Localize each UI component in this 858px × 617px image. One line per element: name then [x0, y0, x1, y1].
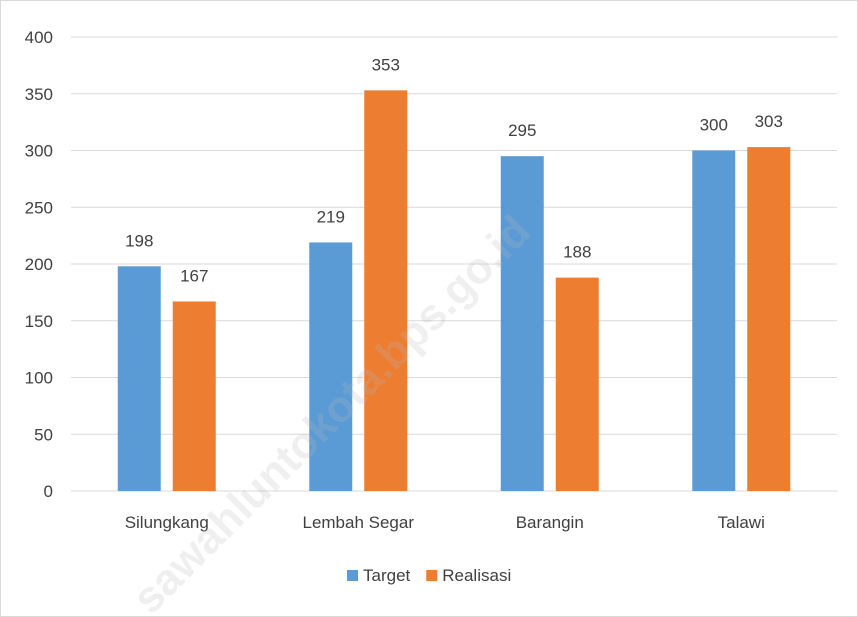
bar-target-silungkang — [117, 266, 161, 491]
y-axis-ticks: 0 50 100 150 200 250 300 350 400 — [25, 28, 53, 501]
y-tick-label: 100 — [25, 369, 53, 388]
category-label: Barangin — [516, 513, 584, 532]
y-tick-label: 300 — [25, 142, 53, 161]
category-label: Talawi — [718, 513, 765, 532]
y-tick-label: 400 — [25, 28, 53, 47]
data-label: 353 — [372, 55, 400, 74]
category-label: Silungkang — [125, 513, 209, 532]
legend: Target Realisasi — [347, 566, 511, 585]
bar-realisasi-lembah-segar — [364, 90, 408, 491]
data-label: 219 — [317, 207, 345, 226]
x-axis-categories: Silungkang Lembah Segar Barangin Talawi — [125, 513, 765, 532]
data-label: 188 — [563, 243, 591, 262]
bars — [117, 90, 791, 492]
data-label: 167 — [180, 266, 208, 285]
data-labels: 198 167 219 353 295 188 300 303 — [125, 55, 783, 285]
category-label: Lembah Segar — [302, 513, 414, 532]
legend-swatch — [426, 570, 438, 581]
y-tick-label: 250 — [25, 198, 53, 217]
y-tick-label: 50 — [34, 425, 53, 444]
y-tick-label: 0 — [44, 482, 53, 501]
data-label: 300 — [700, 116, 728, 135]
y-tick-label: 150 — [25, 312, 53, 331]
legend-swatch — [347, 570, 358, 581]
bar-target-lembah-segar — [309, 242, 353, 491]
data-label: 198 — [125, 231, 153, 250]
data-label: 295 — [508, 121, 536, 140]
legend-label: Realisasi — [442, 566, 511, 585]
data-label: 303 — [755, 112, 783, 131]
y-tick-label: 200 — [25, 255, 53, 274]
bar-realisasi-silungkang — [172, 301, 216, 491]
bar-realisasi-talawi — [747, 147, 791, 491]
bar-target-barangin — [500, 156, 544, 492]
bar-realisasi-barangin — [555, 277, 599, 491]
bar-target-talawi — [692, 150, 736, 491]
y-tick-label: 350 — [25, 85, 53, 104]
legend-label: Target — [363, 566, 411, 585]
